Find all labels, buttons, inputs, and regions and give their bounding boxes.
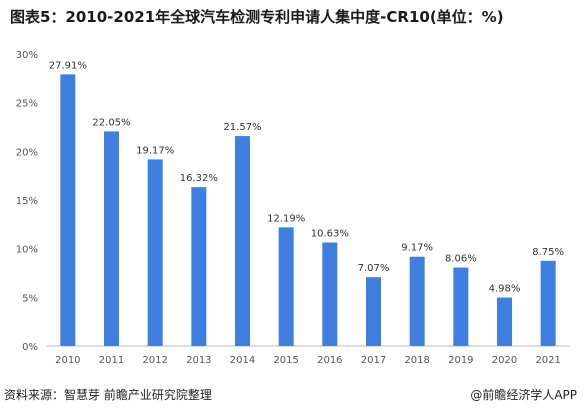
bar-2010 [60, 74, 76, 347]
y-tick-label: 15% [16, 196, 38, 207]
bar-2021 [540, 260, 556, 346]
bar-2016 [322, 242, 338, 346]
bar-2011 [104, 131, 119, 346]
bar-chart: 0% 5% 10% 15% 20% 25% 30% 27.91% 2010 22.05% 2011 1… [16, 50, 570, 366]
bar-2014 [235, 136, 250, 346]
x-tick-label-2020: 2020 [492, 355, 517, 366]
data-label-2010: 27.91% [49, 60, 87, 71]
bar-2017 [366, 277, 381, 346]
x-tick-label-2014: 2014 [230, 355, 255, 366]
y-tick-label: 0% [22, 342, 38, 353]
data-label-2018: 9.17% [401, 243, 433, 254]
y-tick-label: 20% [16, 147, 38, 158]
source-note: 资料来源：智慧芽 前瞻产业研究院整理 [4, 388, 212, 402]
bar-2019 [453, 267, 469, 346]
x-tick-label-2017: 2017 [361, 355, 386, 366]
x-tick-label-2015: 2015 [273, 355, 298, 366]
y-tick-label: 5% [22, 293, 38, 304]
x-tick-label-2021: 2021 [535, 355, 560, 366]
y-tick-label: 30% [16, 50, 38, 61]
data-label-2017: 7.07% [358, 263, 390, 274]
y-tick-label: 10% [16, 245, 38, 256]
data-label-2016: 10.63% [311, 229, 349, 240]
data-label-2012: 19.17% [136, 145, 174, 156]
bar-2015 [278, 227, 294, 346]
chart-title: 图表5：2010-2021年全球汽车检测专利申请人集中度-CR10(单位：%) [10, 8, 504, 26]
x-tick-label-2019: 2019 [448, 355, 473, 366]
x-tick-label-2011: 2011 [99, 355, 124, 366]
data-label-2013: 16.32% [180, 173, 218, 184]
bar-2020 [497, 297, 512, 346]
x-tick-label-2012: 2012 [142, 355, 167, 366]
data-label-2014: 21.57% [223, 122, 261, 133]
bar-2013 [191, 187, 207, 346]
x-tick-label-2010: 2010 [55, 355, 80, 366]
y-tick-label: 25% [16, 99, 38, 110]
data-label-2011: 22.05% [92, 117, 130, 128]
x-tick-label-2013: 2013 [186, 355, 211, 366]
brand-credit: @前瞻经济学人APP [470, 388, 577, 402]
bar-2018 [409, 256, 425, 346]
x-tick-label-2016: 2016 [317, 355, 342, 366]
footer: 资料来源：智慧芽 前瞻产业研究院整理 @前瞻经济学人APP [0, 383, 585, 417]
data-label-2020: 4.98% [489, 284, 521, 295]
data-label-2019: 8.06% [445, 254, 477, 265]
x-tick-label-2018: 2018 [404, 355, 429, 366]
data-label-2015: 12.19% [267, 213, 305, 224]
bar-2012 [147, 159, 163, 346]
data-label-2021: 8.75% [532, 247, 564, 258]
